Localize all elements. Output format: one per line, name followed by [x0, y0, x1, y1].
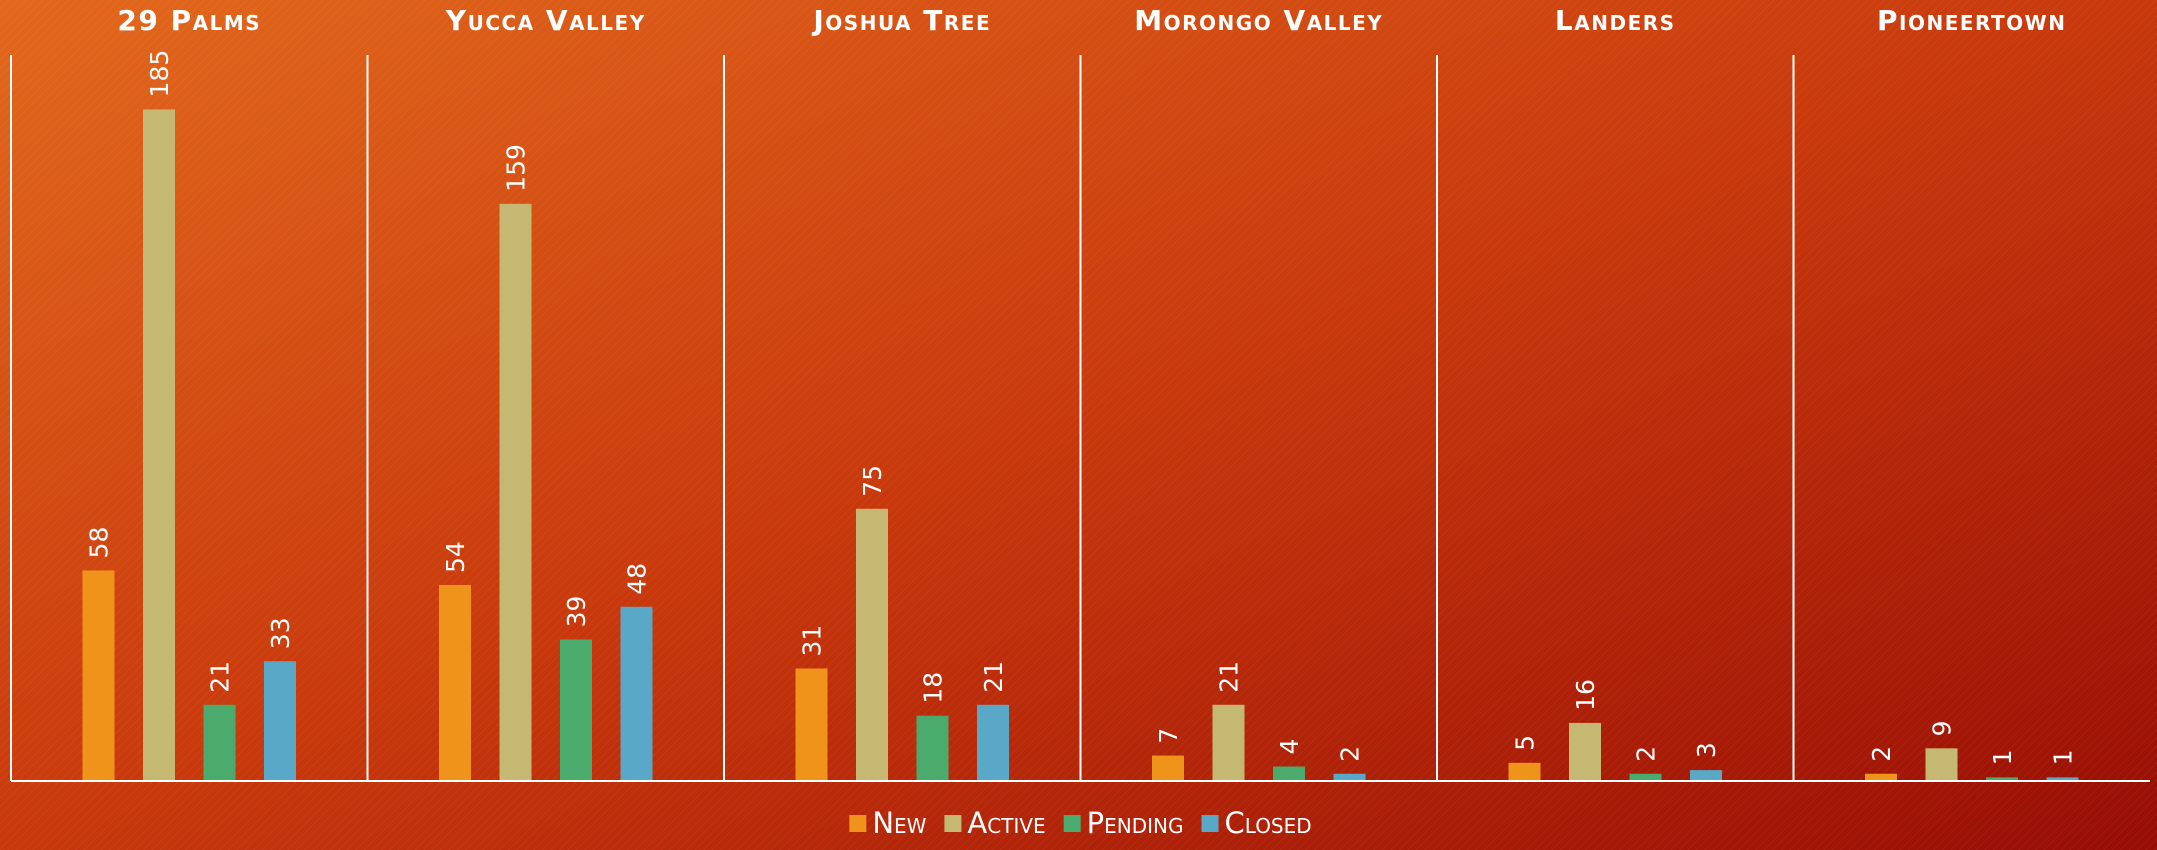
- bar: [560, 639, 592, 781]
- category-title: Joshua Tree: [811, 4, 991, 37]
- value-label: 33: [266, 617, 295, 649]
- bar: [620, 606, 653, 781]
- bar: [499, 203, 532, 781]
- value-label: 1: [2049, 749, 2078, 765]
- legend-swatch: [849, 815, 867, 832]
- value-label: 3: [1692, 742, 1721, 758]
- bar: [856, 508, 888, 781]
- value-label: 21: [206, 661, 235, 693]
- bar: [264, 661, 296, 781]
- category-title: Yucca Valley: [445, 4, 646, 37]
- bar: [82, 570, 115, 781]
- bar: [1925, 748, 1958, 781]
- value-label: 2: [1632, 746, 1661, 762]
- value-label: 1: [1988, 749, 2017, 765]
- value-label: 39: [562, 596, 591, 628]
- value-label: 2: [1336, 746, 1365, 762]
- legend-label: New: [872, 806, 926, 840]
- bar: [1569, 722, 1601, 781]
- bar: [1212, 704, 1245, 781]
- bar: [2046, 777, 2079, 781]
- category-title: 29 Palms: [117, 4, 261, 37]
- bar: [1986, 777, 2018, 781]
- value-label: 21: [979, 661, 1008, 693]
- legend-label: Closed: [1225, 806, 1312, 840]
- legend-swatch: [1201, 815, 1219, 832]
- value-label: 21: [1215, 661, 1244, 693]
- bar: [977, 704, 1009, 781]
- category-title: Pioneertown: [1877, 4, 2066, 37]
- category-title: Landers: [1555, 4, 1676, 37]
- value-label: 31: [798, 625, 827, 657]
- bar: [1273, 766, 1305, 781]
- value-label: 75: [858, 465, 887, 497]
- value-label: 48: [623, 563, 652, 595]
- bar: [1333, 773, 1366, 781]
- bar: [1629, 773, 1662, 781]
- value-label: 2: [1867, 746, 1896, 762]
- bar: [916, 715, 949, 781]
- value-label: 16: [1571, 679, 1600, 711]
- value-label: 185: [145, 50, 174, 98]
- value-label: 159: [502, 144, 531, 192]
- bar: [1690, 770, 1722, 781]
- value-label: 54: [441, 541, 470, 573]
- legend-swatch: [944, 815, 962, 832]
- bar: [143, 109, 175, 781]
- value-label: 18: [919, 672, 948, 704]
- bar: [203, 704, 236, 781]
- value-label: 5: [1511, 735, 1540, 751]
- legend-label: Pending: [1087, 806, 1184, 840]
- bar: [1152, 755, 1184, 781]
- bar: [1508, 762, 1541, 781]
- legend-swatch: [1063, 815, 1081, 832]
- value-label: 9: [1928, 720, 1957, 736]
- category-title: Morongo Valley: [1134, 4, 1383, 37]
- bar: [1865, 773, 1897, 781]
- bar: [439, 584, 471, 781]
- value-label: 7: [1154, 728, 1183, 744]
- bar: [795, 668, 828, 781]
- value-label: 4: [1275, 739, 1304, 755]
- legend-label: Active: [967, 806, 1045, 840]
- value-label: 58: [85, 527, 114, 559]
